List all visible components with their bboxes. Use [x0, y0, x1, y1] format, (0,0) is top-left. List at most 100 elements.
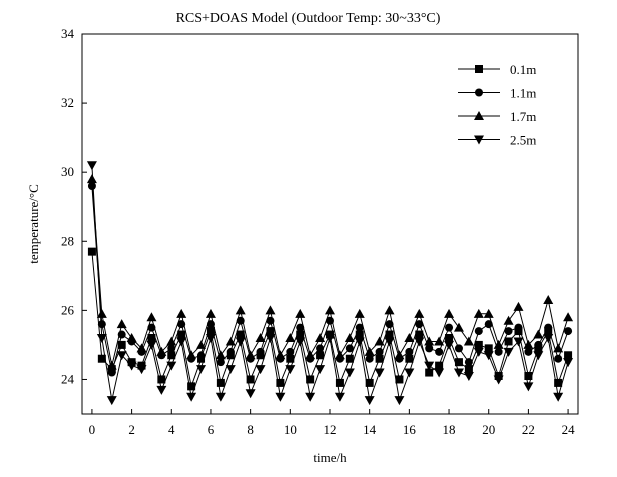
data-point	[177, 330, 186, 339]
data-point	[374, 336, 385, 346]
data-point	[285, 365, 296, 375]
data-point	[453, 368, 464, 378]
data-point	[275, 350, 286, 360]
legend-marker	[475, 88, 483, 97]
data-point	[136, 343, 147, 353]
data-point	[236, 330, 245, 339]
data-point	[415, 330, 424, 339]
data-point	[285, 333, 296, 342]
data-point	[216, 378, 225, 387]
data-point	[86, 161, 97, 171]
x-tick-label: 8	[247, 422, 254, 437]
x-tick-label: 20	[482, 422, 495, 437]
data-point	[513, 337, 524, 347]
data-point	[453, 322, 464, 332]
legend-item: 2.5m	[458, 133, 536, 148]
data-point	[444, 340, 455, 350]
data-point	[315, 333, 326, 342]
legend-label: 0.1m	[510, 62, 536, 77]
data-point	[493, 375, 504, 385]
series-line	[91, 165, 569, 403]
legend-label: 1.1m	[510, 86, 536, 101]
x-tick-label: 4	[168, 422, 175, 437]
legend-item: 1.1m	[458, 86, 536, 101]
data-point	[414, 308, 425, 318]
data-point	[334, 392, 345, 402]
data-point	[245, 389, 256, 399]
data-point	[543, 295, 554, 304]
data-point	[96, 308, 107, 318]
data-point	[354, 308, 365, 318]
x-axis: 0 2 4 6 8 10 12 14 16 18 20 22 24	[89, 409, 575, 437]
data-point	[405, 347, 414, 356]
data-point	[524, 347, 533, 356]
data-point	[126, 333, 137, 342]
data-point	[523, 339, 534, 349]
x-tick-label: 6	[208, 422, 215, 437]
y-tick-label: 24	[61, 371, 75, 386]
data-point	[384, 337, 395, 347]
x-tick-label: 10	[284, 422, 297, 437]
data-point	[156, 385, 167, 395]
data-point	[364, 396, 375, 406]
data-point	[484, 344, 493, 353]
data-point	[563, 312, 574, 322]
x-tick-label: 22	[522, 422, 535, 437]
data-point	[136, 365, 147, 375]
data-point	[445, 323, 454, 332]
data-point	[445, 334, 454, 342]
data-point	[246, 375, 255, 384]
data-point	[87, 247, 96, 256]
data-point	[394, 396, 405, 406]
data-point	[504, 327, 513, 336]
data-point	[484, 320, 493, 329]
data-point	[156, 346, 167, 356]
data-point	[514, 323, 523, 332]
data-point	[425, 344, 434, 353]
data-point	[215, 392, 226, 402]
legend-label: 2.5m	[510, 133, 536, 148]
y-tick-label: 28	[61, 233, 74, 248]
data-point	[166, 361, 177, 371]
x-tick-label: 18	[443, 422, 456, 437]
data-point	[116, 351, 127, 361]
data-point	[404, 333, 415, 342]
legend-marker	[474, 135, 484, 145]
data-point	[306, 375, 315, 384]
data-point	[384, 305, 395, 315]
data-point	[265, 334, 276, 343]
data-point	[295, 308, 306, 318]
data-point	[463, 336, 474, 346]
data-point	[167, 351, 176, 360]
data-point	[463, 372, 474, 381]
data-point	[364, 346, 375, 356]
data-point	[187, 382, 196, 391]
y-tick-label: 34	[61, 26, 75, 41]
data-point	[464, 365, 473, 374]
legend: 0.1m 1.1m 1.7m 2.5m	[458, 62, 536, 148]
x-tick-label: 14	[363, 422, 377, 437]
data-point	[394, 350, 405, 360]
data-point	[405, 354, 414, 363]
data-point	[166, 336, 177, 346]
data-point	[474, 340, 483, 349]
legend-label: 1.7m	[510, 109, 536, 124]
legend-marker	[475, 65, 483, 73]
data-point	[524, 372, 533, 380]
data-point	[344, 368, 355, 378]
data-point	[186, 392, 197, 402]
data-point	[344, 333, 355, 342]
data-point	[564, 351, 573, 360]
data-point	[473, 308, 484, 318]
data-point	[245, 350, 256, 360]
data-point	[255, 365, 266, 375]
legend-item: 0.1m	[458, 62, 536, 77]
data-point	[305, 350, 316, 360]
data-point	[167, 344, 176, 353]
data-point	[345, 344, 354, 353]
x-tick-label: 12	[324, 422, 337, 437]
data-point	[176, 337, 187, 347]
data-point	[345, 354, 354, 363]
data-point	[216, 358, 225, 367]
data-point	[365, 354, 374, 363]
